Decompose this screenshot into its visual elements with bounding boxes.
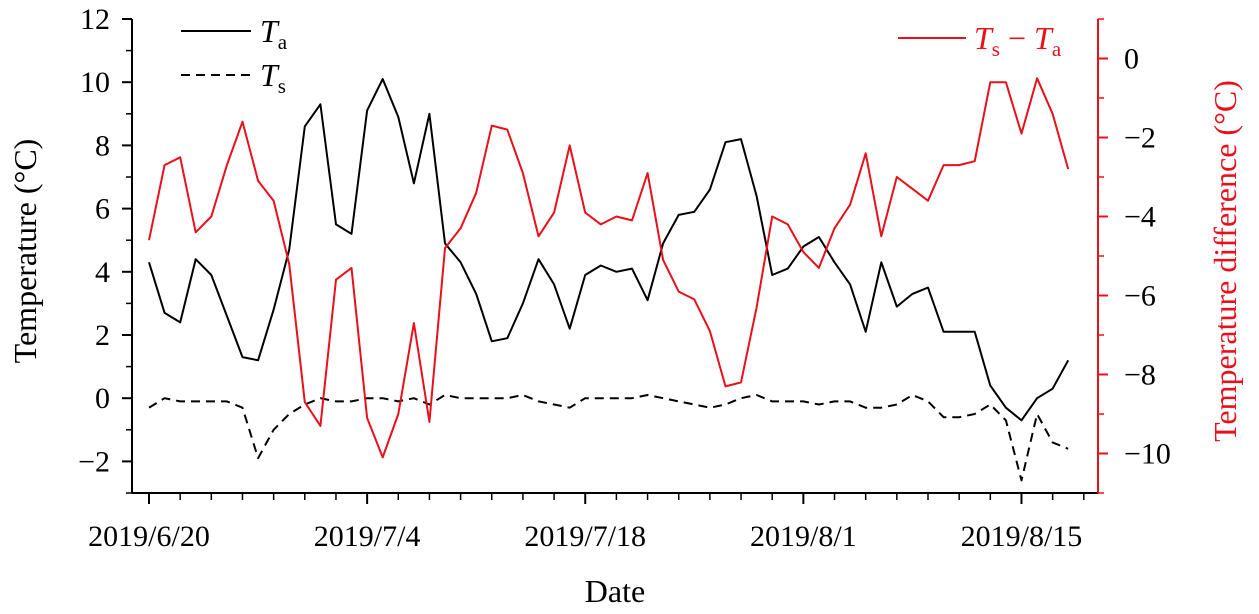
right-y-tick-label: −6 — [1124, 280, 1156, 313]
legend-symbol: T — [260, 13, 280, 49]
legend-symbol: T — [1034, 20, 1054, 56]
left-y-tick-label: 2 — [95, 319, 110, 352]
right-y-tick-label: −8 — [1124, 359, 1156, 392]
left-y-tick-label: 4 — [95, 256, 110, 289]
left-y-tick-label: −2 — [78, 445, 110, 478]
legend-minus: − — [1000, 20, 1034, 56]
left-y-tick-label: 10 — [80, 66, 110, 99]
left-y-axis-title: Temperature (°C) — [7, 139, 43, 364]
legend-ts-label: Ts — [260, 57, 286, 98]
legend-symbol: T — [260, 57, 280, 93]
legend-symbol: T — [974, 20, 994, 56]
legend-diff-label: Ts − Ta — [974, 20, 1062, 61]
legend-subscript: s — [992, 37, 1000, 61]
x-tick-label: 2019/6/20 — [88, 520, 210, 553]
x-tick-label: 2019/8/1 — [750, 520, 857, 553]
right-y-axis-title: Temperature difference (°C) — [1207, 80, 1243, 442]
legend-subscript: a — [1052, 37, 1062, 61]
ts-line — [148, 394, 1069, 482]
legend-subscript: a — [278, 30, 288, 54]
left-y-tick-label: 0 — [95, 382, 110, 415]
right-y-tick-label: −10 — [1124, 438, 1171, 471]
series-lines — [148, 77, 1070, 482]
x-tick-label: 2019/8/15 — [961, 520, 1083, 553]
legend-ta-label: Ta — [260, 13, 288, 54]
x-tick-label: 2019/7/4 — [314, 520, 421, 553]
right-y-tick-label: −4 — [1124, 201, 1156, 234]
x-tick-label: 2019/7/18 — [524, 520, 646, 553]
left-y-tick-label: 6 — [95, 193, 110, 226]
left-y-tick-label: 8 — [95, 129, 110, 162]
left-y-tick-label: 12 — [80, 3, 110, 36]
right-y-tick-label: 0 — [1124, 43, 1139, 76]
x-axis-title: Date — [585, 573, 645, 609]
right-y-tick-label: −2 — [1124, 122, 1156, 155]
axes: −2 0 2 4 6 8 10 12 −10 −8 −6 −4 −2 0 2019/6/20 2019/7/4… — [7, 3, 1243, 609]
difference-line — [148, 77, 1070, 459]
legend-subscript: s — [278, 74, 286, 98]
ta-line — [148, 78, 1070, 422]
